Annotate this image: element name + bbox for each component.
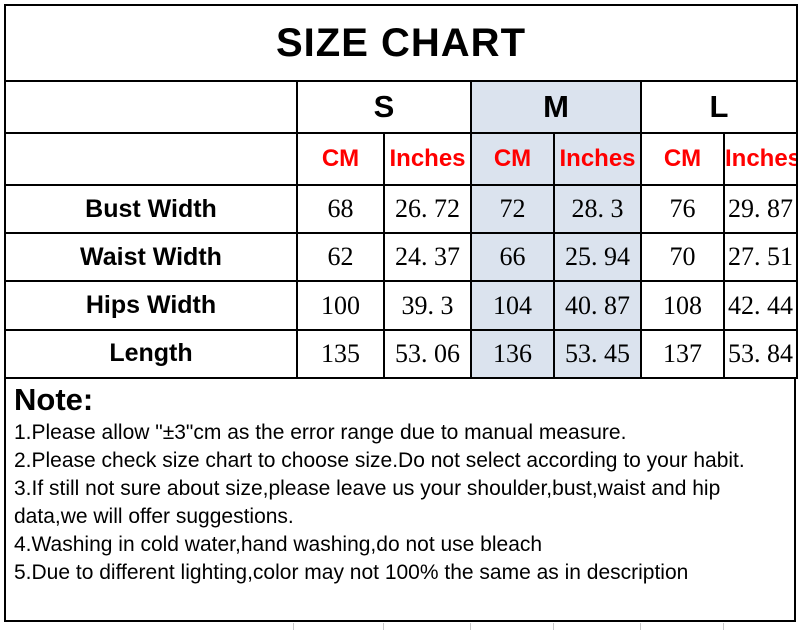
empty-corner-cell [4,80,298,134]
cell-hips-l-cm: 108 [640,280,725,331]
size-header-row: S M L [4,80,798,134]
faint-gridline [383,623,384,630]
cell-length-s-inches: 53. 06 [383,328,472,380]
cell-bust-l-cm: 76 [640,183,725,235]
unit-header-l-cm: CM [640,131,725,186]
row-label-waist-width: Waist Width [4,232,298,283]
cell-bust-m-cm: 72 [470,183,555,235]
cell-waist-l-cm: 70 [640,232,725,283]
table-row-hips: Hips Width 100 39. 3 104 40. 87 108 42. … [4,280,798,331]
note-item-2: 2.Please check size chart to choose size… [14,449,745,472]
size-header-s: S [296,80,472,134]
empty-unit-cell [4,131,298,186]
row-label-length: Length [4,328,298,380]
cell-length-s-cm: 135 [296,328,385,380]
cell-waist-m-cm: 66 [470,232,555,283]
note-item-5: 5.Due to different lighting,color may no… [14,561,689,584]
unit-header-row: CM Inches CM Inches CM Inches [4,131,798,186]
note-item-1: 1.Please allow "±3"cm as the error range… [14,421,627,444]
cell-length-m-cm: 136 [470,328,555,380]
faint-gridline [470,623,471,630]
cell-waist-l-inches: 27. 51 [723,232,798,283]
cell-length-l-cm: 137 [640,328,725,380]
faint-gridline [293,623,294,630]
cell-bust-l-inches: 29. 87 [723,183,798,235]
size-chart-table: SIZE CHART S M L CM Inches CM Inches CM … [4,3,798,380]
note-item-4: 4.Washing in cold water,hand washing,do … [14,533,543,556]
cell-hips-s-inches: 39. 3 [383,280,472,331]
unit-header-s-inches: Inches [383,131,472,186]
faint-gridline [553,623,554,630]
spreadsheet-gridline-strip [0,622,800,630]
cell-bust-m-inches: 28. 3 [553,183,642,235]
cell-hips-m-inches: 40. 87 [553,280,642,331]
cell-waist-m-inches: 25. 94 [553,232,642,283]
cell-hips-l-inches: 42. 44 [723,280,798,331]
size-header-l: L [640,80,798,134]
cell-waist-s-inches: 24. 37 [383,232,472,283]
cell-length-m-inches: 53. 45 [553,328,642,380]
cell-length-l-inches: 53. 84 [723,328,798,380]
unit-header-m-inches: Inches [553,131,642,186]
cell-hips-m-cm: 104 [470,280,555,331]
cell-waist-s-cm: 62 [296,232,385,283]
faint-gridline [723,623,724,630]
unit-header-s-cm: CM [296,131,385,186]
cell-bust-s-inches: 26. 72 [383,183,472,235]
unit-header-l-inches: Inches [723,131,798,186]
row-label-hips-width: Hips Width [4,280,298,331]
unit-header-m-cm: CM [470,131,555,186]
table-row-length: Length 135 53. 06 136 53. 45 137 53. 84 [4,328,798,380]
chart-title: SIZE CHART [4,3,798,83]
row-label-bust-width: Bust Width [4,183,298,235]
cell-hips-s-cm: 100 [296,280,385,331]
note-section: Note: 1.Please allow "±3"cm as the error… [4,377,796,622]
note-heading: Note: [14,382,94,417]
faint-gridline [640,623,641,630]
cell-bust-s-cm: 68 [296,183,385,235]
table-row-bust: Bust Width 68 26. 72 72 28. 3 76 29. 87 [4,183,798,235]
title-row: SIZE CHART [4,3,798,83]
size-header-m: M [470,80,642,134]
note-item-3: 3.If still not sure about size,please le… [14,477,721,528]
table-row-waist: Waist Width 62 24. 37 66 25. 94 70 27. 5… [4,232,798,283]
